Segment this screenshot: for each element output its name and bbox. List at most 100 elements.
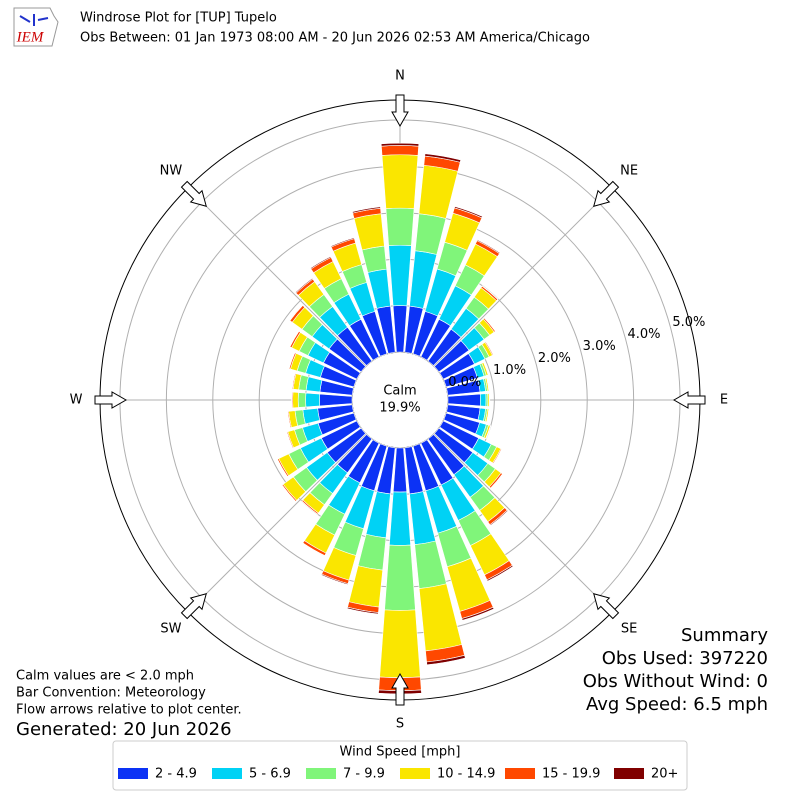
- legend-label: 7 - 9.9: [343, 767, 385, 782]
- flow-arrow: [180, 593, 207, 620]
- legend-swatch: [400, 768, 430, 779]
- legend-label: 20+: [651, 767, 678, 782]
- bar-segment: [483, 362, 489, 376]
- bar-segment: [484, 317, 496, 332]
- bar-segment: [489, 509, 509, 526]
- generated: Generated: 20 Jun 2026: [16, 719, 232, 740]
- bar-segment: [320, 573, 349, 585]
- legend-swatch: [306, 768, 336, 779]
- legend-title: Wind Speed [mph]: [340, 745, 461, 760]
- flow-arrow: [180, 180, 207, 207]
- flow-arrow: [94, 391, 128, 409]
- legend-label: 10 - 14.9: [437, 767, 495, 782]
- legend-swatch: [505, 768, 535, 779]
- summary-line: Obs Without Wind: 0: [583, 671, 768, 692]
- compass-label: W: [70, 393, 83, 408]
- spoke: [433, 187, 613, 367]
- bar-segment: [288, 352, 296, 369]
- logo-outline: [13, 7, 59, 47]
- logo-mark: [19, 14, 49, 26]
- compass-label: S: [396, 717, 404, 732]
- r-tick-label: 1.0%: [493, 363, 526, 378]
- bar-segment: [479, 393, 487, 407]
- bar-segment: [486, 564, 514, 582]
- bar-segment: [379, 609, 421, 679]
- flow-arrow: [593, 593, 620, 620]
- bar-segment: [346, 606, 379, 615]
- r-tick-label: 2.0%: [538, 351, 571, 366]
- bars: [276, 142, 514, 695]
- bar-segment: [302, 542, 326, 557]
- bar-segment: [481, 285, 499, 300]
- legend-label: 2 - 4.9: [155, 767, 197, 782]
- bar-segment: [305, 392, 321, 408]
- bar-segment: [292, 391, 299, 409]
- compass-label: N: [395, 69, 405, 84]
- legend-swatch: [212, 768, 242, 779]
- bar-segment: [301, 500, 318, 515]
- bar-segment: [454, 206, 483, 219]
- legend-label: 15 - 19.9: [542, 767, 600, 782]
- r-tick-label: 3.0%: [583, 339, 616, 354]
- bar-segment: [486, 377, 490, 391]
- bar-segment: [476, 239, 501, 255]
- bar-segment: [381, 145, 419, 156]
- compass-label: SW: [160, 622, 181, 637]
- chart-subtitle: Obs Between: 01 Jan 1973 08:00 AM - 20 J…: [80, 31, 590, 46]
- bar-segment: [287, 411, 291, 428]
- bar-segment: [485, 425, 492, 439]
- note: Calm values are < 2.0 mph: [16, 669, 194, 684]
- bar-segment: [294, 277, 314, 294]
- legend-swatch: [118, 768, 148, 779]
- legend-box: [112, 740, 688, 791]
- spoke: [433, 433, 613, 613]
- bar-segment: [297, 392, 307, 408]
- r-tick-label: 0.0%: [448, 375, 481, 390]
- legend-swatch: [614, 768, 644, 779]
- flow-arrow: [593, 180, 620, 207]
- summary-title: Summary: [681, 625, 768, 646]
- spoke: [187, 433, 367, 613]
- bar-segment: [286, 431, 293, 449]
- bar-segment: [389, 491, 411, 546]
- logo: IEM: [13, 7, 59, 47]
- bar-segment: [424, 153, 462, 163]
- flow-arrow: [672, 391, 706, 409]
- bar-segment: [461, 606, 495, 621]
- bar-segment: [289, 304, 304, 322]
- bar-segment: [447, 393, 481, 407]
- summary-line: Avg Speed: 6.5 mph: [586, 694, 768, 715]
- summary-line: Obs Used: 397220: [602, 648, 768, 669]
- chart-title: Windrose Plot for [TUP] Tupelo: [80, 11, 277, 26]
- calm-value: 19.9%: [379, 401, 420, 416]
- compass-label: E: [720, 393, 728, 408]
- note: Flow arrows relative to plot center.: [16, 703, 242, 718]
- bar-segment: [351, 206, 381, 214]
- overlay: 0.0% 1.0% 2.0% 3.0% 4.0% 5.0% N NE E SE S SW W NW: [70, 69, 729, 732]
- bar-segment: [426, 654, 466, 666]
- bar-segment: [319, 393, 353, 407]
- bar-segment: [289, 331, 300, 347]
- bar-segment: [490, 473, 504, 489]
- bar-segment: [380, 142, 420, 147]
- note: Bar Convention: Meteorology: [16, 686, 206, 701]
- bar-segment: [330, 237, 355, 248]
- compass-label: NE: [620, 163, 638, 178]
- spoke: [187, 187, 367, 367]
- compass-label: NW: [160, 163, 183, 178]
- r-tick-label: 5.0%: [672, 315, 705, 330]
- r-tick-label: 4.0%: [628, 327, 661, 342]
- bar-segment: [381, 154, 419, 209]
- flow-arrow: [391, 672, 409, 706]
- bar-segment: [281, 484, 296, 502]
- logo-text: IEM: [16, 29, 45, 45]
- bar-segment: [385, 207, 415, 246]
- flow-arrow: [391, 94, 409, 128]
- calm-label: Calm: [383, 384, 416, 399]
- compass-label: SE: [621, 622, 637, 637]
- bar-segment: [384, 544, 416, 611]
- bar-segment: [309, 256, 332, 270]
- legend-label: 5 - 6.9: [249, 767, 291, 782]
